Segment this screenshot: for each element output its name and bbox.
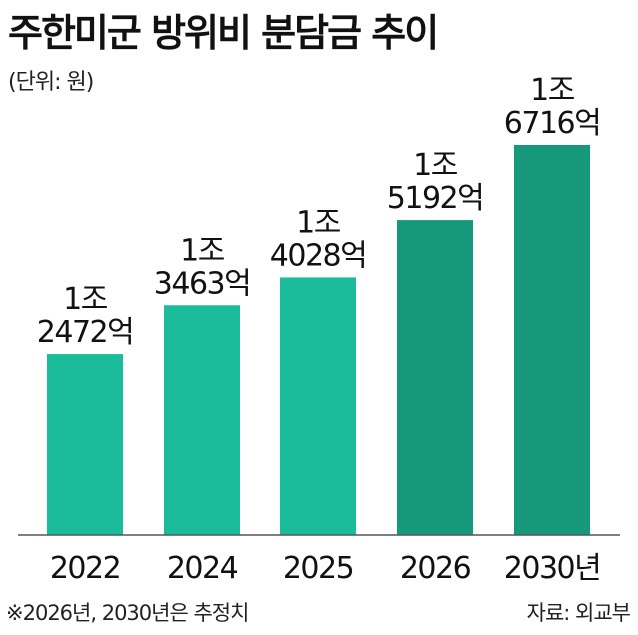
chart-title: 주한미군 방위비 분담금 추이 (8, 11, 439, 55)
estimate-note: ※2026년, 2030년은 추정치 (6, 601, 249, 625)
data-label-2026-1: 5192억 (387, 181, 483, 216)
bar-2022 (47, 354, 123, 535)
data-label-2030년-1: 6716억 (504, 106, 600, 141)
data-label-2022-1: 2472억 (37, 315, 133, 350)
data-label-2026-0: 1조 (413, 148, 458, 183)
data-label-2030년-0: 1조 (530, 73, 575, 108)
source-label: 자료: 외교부 (526, 601, 631, 625)
x-tick-label-2025: 2025 (283, 551, 353, 586)
unit-label: (단위: 원) (8, 70, 94, 95)
data-label-2024-0: 1조 (180, 233, 225, 268)
bar-2024 (164, 305, 240, 535)
x-tick-label-2022: 2022 (50, 551, 120, 586)
data-label-2022-0: 1조 (63, 282, 108, 317)
x-tick-label-2026: 2026 (400, 551, 471, 586)
bar-2026 (397, 220, 473, 535)
data-label-2025-0: 1조 (296, 205, 341, 240)
x-tick-label-2024: 2024 (167, 551, 238, 586)
bar-2030년 (514, 145, 590, 535)
bar-2025 (280, 277, 356, 535)
data-label-2024-1: 3463억 (154, 266, 250, 301)
x-tick-label-2030년: 2030년 (504, 551, 600, 586)
data-label-2025-1: 4028억 (270, 238, 366, 273)
